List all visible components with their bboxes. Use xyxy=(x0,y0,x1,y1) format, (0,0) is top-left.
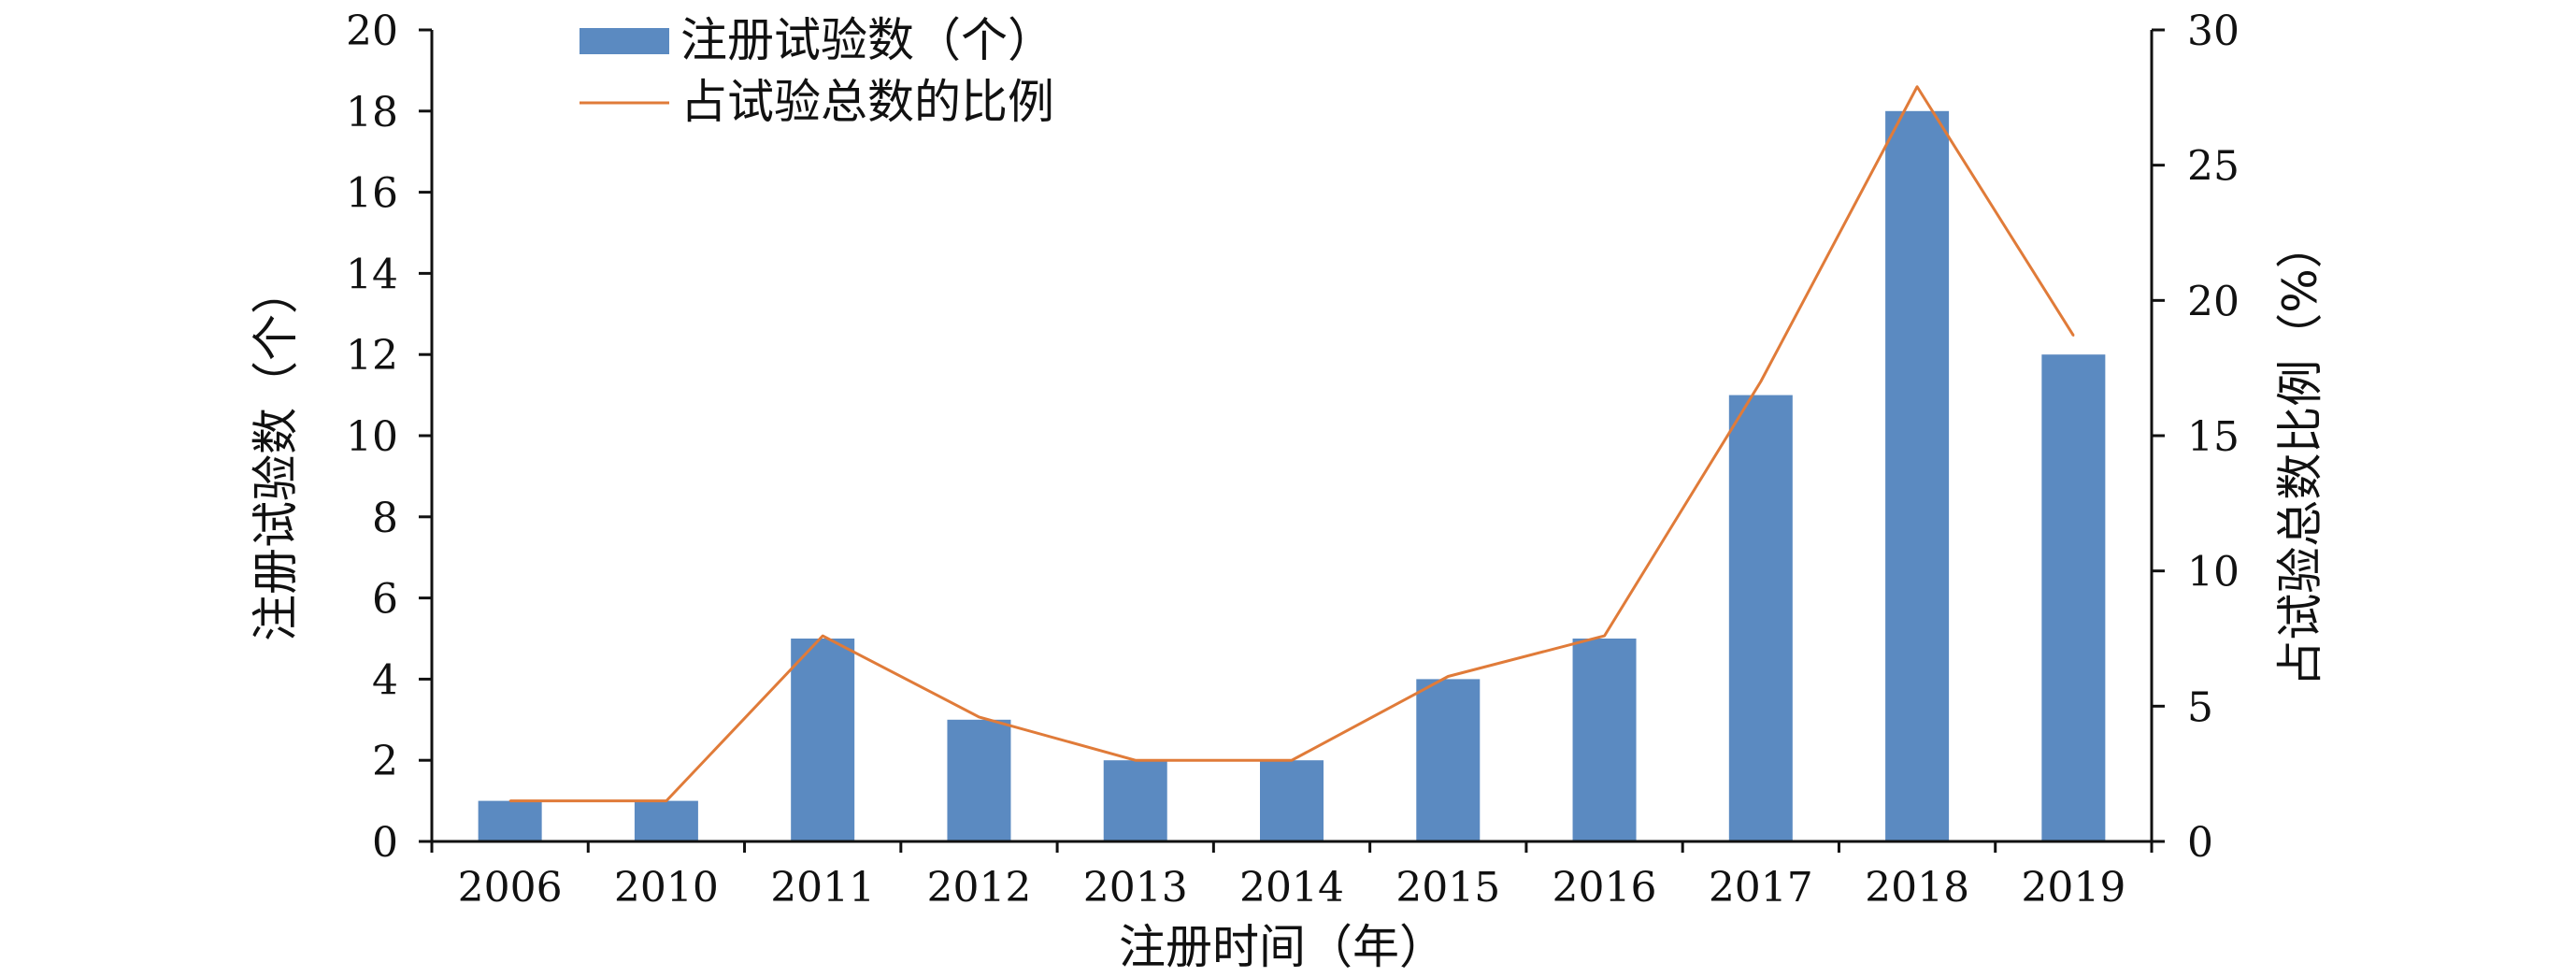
legend-bar-label: 注册试验数（个） xyxy=(680,13,1054,67)
bar-2012 xyxy=(947,719,1011,841)
line-point-2012 xyxy=(978,715,980,718)
x-tick-label-2006: 2006 xyxy=(458,864,563,912)
bar-2011 xyxy=(791,639,855,841)
left-tick-label: 18 xyxy=(346,89,398,136)
right-tick-label: 30 xyxy=(2187,7,2240,55)
line-point-2018 xyxy=(1916,85,1919,88)
left-tick-label: 6 xyxy=(372,576,398,624)
left-tick-label: 2 xyxy=(372,738,398,785)
x-tick-label-2010: 2010 xyxy=(614,864,719,912)
left-tick-label: 4 xyxy=(372,656,398,704)
bar-2014 xyxy=(1260,760,1324,841)
left-tick-label: 20 xyxy=(346,7,398,55)
left-tick-label: 14 xyxy=(346,251,398,298)
line-point-2017 xyxy=(1759,381,1762,383)
bar-2017 xyxy=(1728,395,1793,841)
x-axis-label: 注册时间（年） xyxy=(1119,920,1446,974)
left-tick-label: 0 xyxy=(372,819,398,867)
right-tick-label: 0 xyxy=(2187,819,2213,867)
bar-2010 xyxy=(634,800,698,841)
line-point-2011 xyxy=(822,635,824,638)
line-ratio xyxy=(509,85,2075,803)
line-point-2019 xyxy=(2072,334,2075,337)
bar-2018 xyxy=(1885,110,1950,842)
right-tick-label: 25 xyxy=(2187,143,2240,191)
x-tick-label-2013: 2013 xyxy=(1083,864,1188,912)
x-tick-label-2011: 2011 xyxy=(770,864,875,912)
x-tick-label-2017: 2017 xyxy=(1709,864,1813,912)
right-tick-label: 20 xyxy=(2187,278,2240,325)
line-point-2016 xyxy=(1603,635,1606,638)
left-tick-label: 12 xyxy=(346,332,398,380)
right-tick-label: 15 xyxy=(2187,413,2240,461)
legend-bar-swatch xyxy=(580,28,669,54)
bar-2015 xyxy=(1416,679,1481,841)
left-tick-label: 16 xyxy=(346,170,398,218)
x-tick-label-2018: 2018 xyxy=(1865,864,1969,912)
right-tick-label: 5 xyxy=(2187,683,2213,731)
left-tick-label: 8 xyxy=(372,495,398,542)
bar-2006 xyxy=(478,800,542,841)
line-point-2013 xyxy=(1134,759,1137,762)
x-tick-label-2012: 2012 xyxy=(926,864,1031,912)
line-point-2006 xyxy=(508,799,511,802)
right-tick-label: 10 xyxy=(2187,549,2240,596)
y2-axis-label: 占试验总数比例（%） xyxy=(2273,222,2327,687)
legend-line-label: 占试验总数的比例 xyxy=(680,75,1054,129)
line-point-2010 xyxy=(665,799,667,802)
bar-2013 xyxy=(1103,760,1167,841)
axes: 0 2 4 6 8 10 12 14 16 18 20 0 5 10 15 20 25 30 2006 2010 201… xyxy=(249,7,2327,974)
legend: 注册试验数（个） 占试验总数的比例 xyxy=(580,13,1054,129)
x-tick-label-2015: 2015 xyxy=(1395,864,1500,912)
line-point-2014 xyxy=(1291,759,1293,762)
bar-2016 xyxy=(1572,639,1637,841)
x-tick-label-2019: 2019 xyxy=(2021,864,2125,912)
bar-series xyxy=(478,110,2106,842)
line-series xyxy=(508,85,2075,803)
y-axis-label: 注册试验数（个） xyxy=(249,267,303,641)
x-tick-label-2016: 2016 xyxy=(1553,864,1657,912)
bar-2019 xyxy=(2041,354,2106,841)
x-tick-label-2014: 2014 xyxy=(1239,864,1344,912)
left-tick-label: 10 xyxy=(346,413,398,461)
line-point-2015 xyxy=(1447,675,1450,678)
